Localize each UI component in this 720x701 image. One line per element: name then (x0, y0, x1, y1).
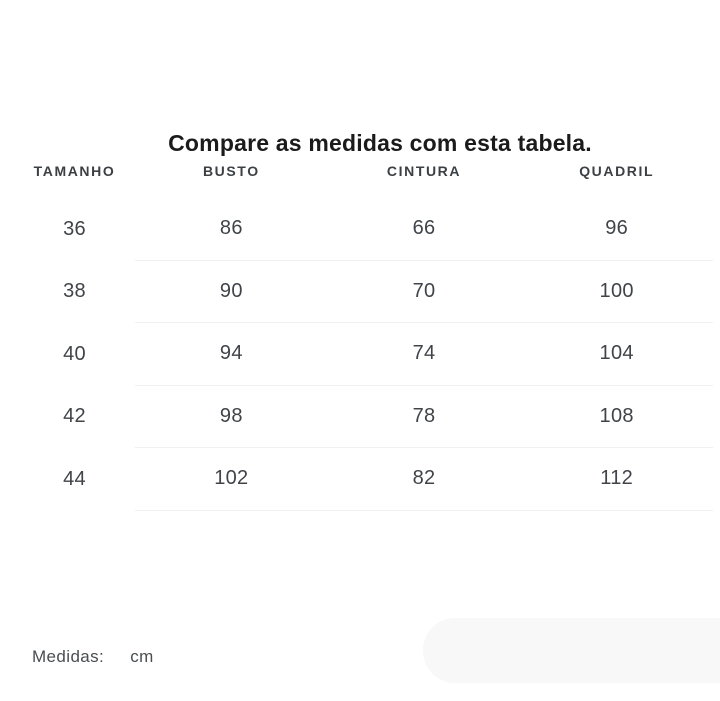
table-row: 36 86 66 96 (0, 198, 720, 261)
measure-cells: 90 70 100 (135, 261, 713, 323)
size-cell: 44 (63, 467, 86, 490)
busto-cell: 90 (219, 279, 243, 302)
cropped-pill-shape (423, 618, 720, 683)
quadril-cell: 100 (599, 279, 634, 302)
table-row: 44 102 82 112 (0, 448, 720, 511)
size-table: TAMANHO BUSTO CINTURA QUADRIL 36 86 66 9… (0, 144, 720, 511)
cintura-cell: 66 (412, 217, 436, 240)
page-title: Compare as medidas com esta tabela. (168, 130, 592, 157)
measure-cells: 86 66 96 (135, 198, 713, 261)
quadril-cell: 112 (600, 467, 634, 490)
busto-cell: 102 (214, 467, 249, 490)
table-row: 42 98 78 108 (0, 386, 720, 448)
quadril-cell: 104 (599, 342, 634, 365)
header-measure-columns: BUSTO CINTURA QUADRIL (135, 144, 713, 198)
column-header-quadril: QUADRIL (579, 163, 655, 179)
measurement-unit-value: cm (130, 647, 154, 666)
cintura-cell: 70 (412, 279, 436, 302)
measurement-unit-note: Medidas: cm (32, 644, 154, 670)
quadril-cell: 96 (605, 217, 629, 240)
cintura-cell: 82 (412, 467, 436, 490)
cintura-cell: 74 (412, 342, 436, 365)
size-cell: 42 (63, 405, 86, 428)
measure-cells: 98 78 108 (135, 386, 713, 448)
size-cell: 38 (63, 280, 86, 303)
measurement-unit-label: Medidas: (32, 647, 105, 666)
cintura-cell: 78 (412, 404, 436, 427)
busto-cell: 86 (219, 217, 243, 240)
size-cell: 36 (63, 217, 86, 240)
table-header-row: TAMANHO BUSTO CINTURA QUADRIL (0, 144, 720, 198)
measure-cells: 102 82 112 (135, 448, 713, 511)
size-cell: 40 (63, 342, 86, 365)
quadril-cell: 108 (599, 404, 634, 427)
column-header-tamanho: TAMANHO (33, 163, 116, 179)
measure-cells: 94 74 104 (135, 323, 713, 386)
busto-cell: 98 (219, 404, 243, 427)
column-header-busto: BUSTO (202, 163, 260, 179)
busto-cell: 94 (219, 342, 243, 365)
column-header-cintura: CINTURA (386, 163, 462, 179)
table-row: 38 90 70 100 (0, 261, 720, 323)
table-row: 40 94 74 104 (0, 323, 720, 386)
